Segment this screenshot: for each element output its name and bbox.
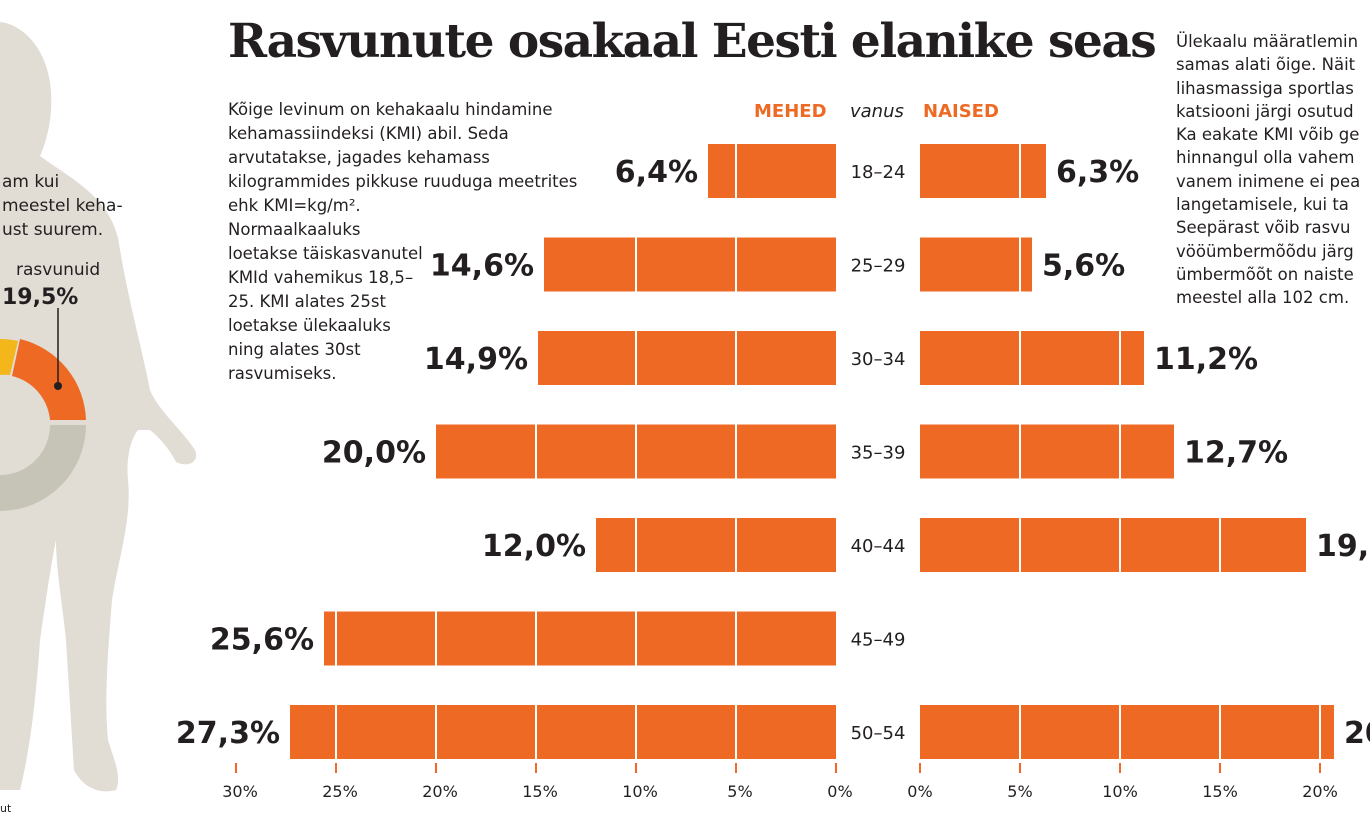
tick-label-men-10: 10%: [622, 782, 658, 801]
tick-label-men-5: 5%: [727, 782, 752, 801]
tick-label-men-0: 0%: [827, 782, 852, 801]
age-label-40–44: 40–44: [851, 536, 906, 557]
bar-men-18–24: [708, 144, 836, 198]
value-label-men-18–24: 6,4%: [615, 155, 698, 190]
bar-men-25–29: [544, 237, 836, 292]
obese-value: 19,5%: [2, 285, 79, 310]
human-figure: [0, 22, 197, 792]
intro-text: Kõige levinum on kehakaalu hindamine keh…: [228, 98, 608, 386]
value-label-women-18–24: 6,3%: [1056, 155, 1139, 190]
value-label-women-40–44: 19,3: [1316, 529, 1370, 564]
bar-men-30–34: [538, 331, 836, 385]
tick-label-women-5: 5%: [1007, 782, 1032, 801]
bar-men-40–44: [596, 518, 836, 572]
age-label-25–29: 25–29: [851, 256, 906, 277]
side-note: Ülekaalu määratlemin samas alati õige. N…: [1176, 32, 1361, 308]
donut-segment-yellow: [0, 339, 18, 375]
value-label-men-25–29: 14,6%: [430, 249, 534, 284]
tick-label-women-20: 20%: [1302, 782, 1338, 801]
value-label-women-25–29: 5,6%: [1042, 249, 1125, 284]
legend-age-header: vanus: [850, 101, 904, 122]
left-panel-text: am kui meestel keha- ust suurem.: [2, 172, 123, 240]
donut-segment-other: [0, 425, 86, 511]
bar-women-35–39: [920, 424, 1174, 479]
age-label-18–24: 18–24: [851, 162, 906, 183]
tick-label-women-0: 0%: [907, 782, 932, 801]
tick-label-women-15: 15%: [1202, 782, 1238, 801]
age-label-50–54: 50–54: [851, 723, 906, 744]
value-label-men-35–39: 20,0%: [322, 436, 426, 471]
bar-men-45–49: [324, 611, 836, 666]
bar-women-40–44: [920, 518, 1306, 572]
donut-pointer-dot: [54, 382, 62, 390]
legend-women: NAISED: [923, 101, 999, 122]
tick-label-women-10: 10%: [1102, 782, 1138, 801]
value-label-women-35–39: 12,7%: [1184, 436, 1288, 471]
bar-women-50–54: [920, 705, 1334, 759]
value-label-women-50–54: 20: [1344, 716, 1370, 751]
age-label-30–34: 30–34: [851, 349, 906, 370]
tick-label-men-15: 15%: [522, 782, 558, 801]
age-label-35–39: 35–39: [851, 443, 906, 464]
obese-label: rasvunuid: [16, 260, 101, 280]
page-title: Rasvunute osakaal Eesti elanike seas: [228, 14, 1157, 69]
value-label-men-40–44: 12,0%: [482, 529, 586, 564]
tick-label-men-30: 30%: [222, 782, 258, 801]
age-label-45–49: 45–49: [851, 630, 906, 651]
value-label-women-30–34: 11,2%: [1154, 342, 1258, 377]
intro-paragraph-2: Normaalkaaluks loetakse täiskasvanutel K…: [228, 220, 423, 383]
value-label-men-30–34: 14,9%: [424, 342, 528, 377]
tick-label-men-25: 25%: [322, 782, 358, 801]
bar-women-30–34: [920, 331, 1144, 385]
tick-label-men-20: 20%: [422, 782, 458, 801]
body-silhouette-illustration: [0, 22, 197, 792]
bar-women-25–29: [920, 237, 1032, 292]
value-label-men-50–54: 27,3%: [176, 716, 280, 751]
bar-women-18–24: [920, 144, 1046, 198]
value-label-men-45–49: 25,6%: [210, 623, 314, 658]
donut-segment-obese: [12, 339, 86, 420]
legend-men: MEHED: [754, 101, 827, 122]
bar-men-50–54: [290, 705, 836, 759]
source-note: ut: [0, 802, 12, 815]
intro-paragraph-1: Kõige levinum on kehakaalu hindamine keh…: [228, 100, 578, 215]
